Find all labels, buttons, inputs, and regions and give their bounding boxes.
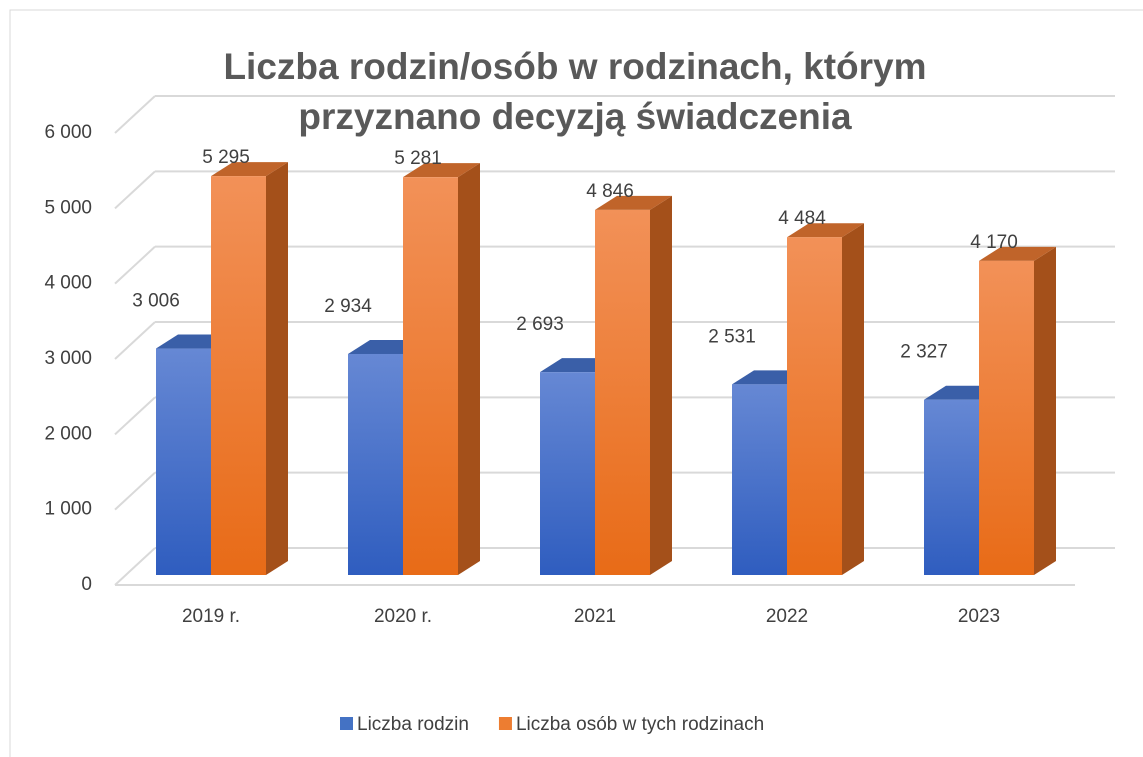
legend-label: Liczba rodzin [357, 714, 469, 735]
y-tick-label: 4 000 [44, 273, 92, 294]
grid-line [114, 396, 156, 436]
chart-border [9, 9, 1143, 757]
x-tick-label: 2020 r. [374, 606, 432, 627]
x-tick-label: 2019 r. [182, 606, 240, 627]
y-tick-label: 6 000 [44, 122, 92, 143]
bar [595, 209, 650, 575]
bar-side [842, 223, 864, 576]
y-tick-label: 3 000 [44, 348, 92, 369]
bar-top [595, 195, 672, 210]
bar-side [650, 195, 672, 575]
data-label: 4 846 [586, 181, 634, 202]
x-tick-label: 2021 [574, 606, 616, 627]
data-label: 4 484 [778, 208, 826, 229]
data-label: 5 281 [394, 148, 442, 169]
data-label: 4 170 [970, 232, 1018, 253]
y-tick-label: 5 000 [44, 197, 92, 218]
grid-line [114, 245, 156, 285]
data-label: 3 006 [132, 291, 180, 312]
bar-side [1034, 246, 1056, 576]
chart-title: Liczba rodzin/osób w rodzinach, którym p… [223, 46, 927, 137]
bar [348, 353, 403, 575]
data-label: 5 295 [202, 147, 250, 168]
bar [732, 384, 787, 575]
bar [156, 348, 211, 575]
bar-side [266, 162, 288, 576]
y-tick-label: 0 [81, 574, 92, 595]
y-tick-label: 1 000 [44, 499, 92, 520]
legend-swatch [498, 717, 512, 730]
bar [787, 237, 842, 576]
bar-top [979, 246, 1056, 261]
grid-line [114, 471, 156, 511]
data-label: 2 531 [708, 326, 756, 347]
bar [211, 176, 266, 576]
grid-line [114, 547, 156, 586]
bar-top [211, 162, 288, 177]
grid-line [114, 170, 156, 210]
bar [979, 260, 1034, 575]
y-tick-label: 2 000 [44, 423, 92, 444]
data-label: 2 693 [516, 314, 564, 335]
data-label: 2 327 [900, 342, 948, 363]
bar-top [403, 163, 480, 178]
legend-label: Liczba osób w tych rodzinach [516, 714, 764, 735]
bar [540, 372, 595, 575]
bar [924, 399, 979, 575]
data-label: 2 934 [324, 296, 372, 317]
legend-swatch [340, 717, 353, 730]
bar-top [787, 223, 864, 238]
bar [403, 177, 458, 575]
x-tick-label: 2022 [766, 606, 808, 627]
bar-side [458, 163, 480, 575]
grid-line [114, 321, 156, 360]
grid-line [114, 95, 156, 134]
x-tick-label: 2023 [958, 606, 1000, 627]
